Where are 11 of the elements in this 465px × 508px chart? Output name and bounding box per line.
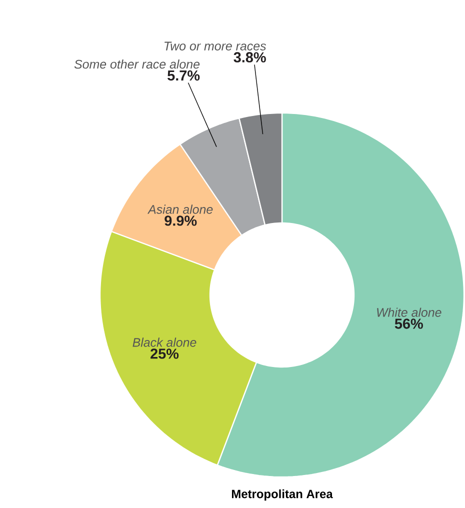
data-label: 56%: [394, 318, 423, 329]
data-label: 3.8%: [234, 52, 266, 62]
slice-label: Two or more races: [164, 42, 266, 50]
text: Metropolitan Area: [232, 489, 333, 501]
data-label: 25%: [150, 348, 179, 359]
slice-label: Black alone: [132, 338, 196, 347]
slice-label: Asian alone: [147, 204, 213, 214]
data-label: 5.7%: [168, 70, 200, 81]
slice-label: Some other race alone: [74, 59, 200, 69]
data-label: 9.9%: [164, 216, 197, 226]
slice-label: White alone: [377, 308, 442, 317]
